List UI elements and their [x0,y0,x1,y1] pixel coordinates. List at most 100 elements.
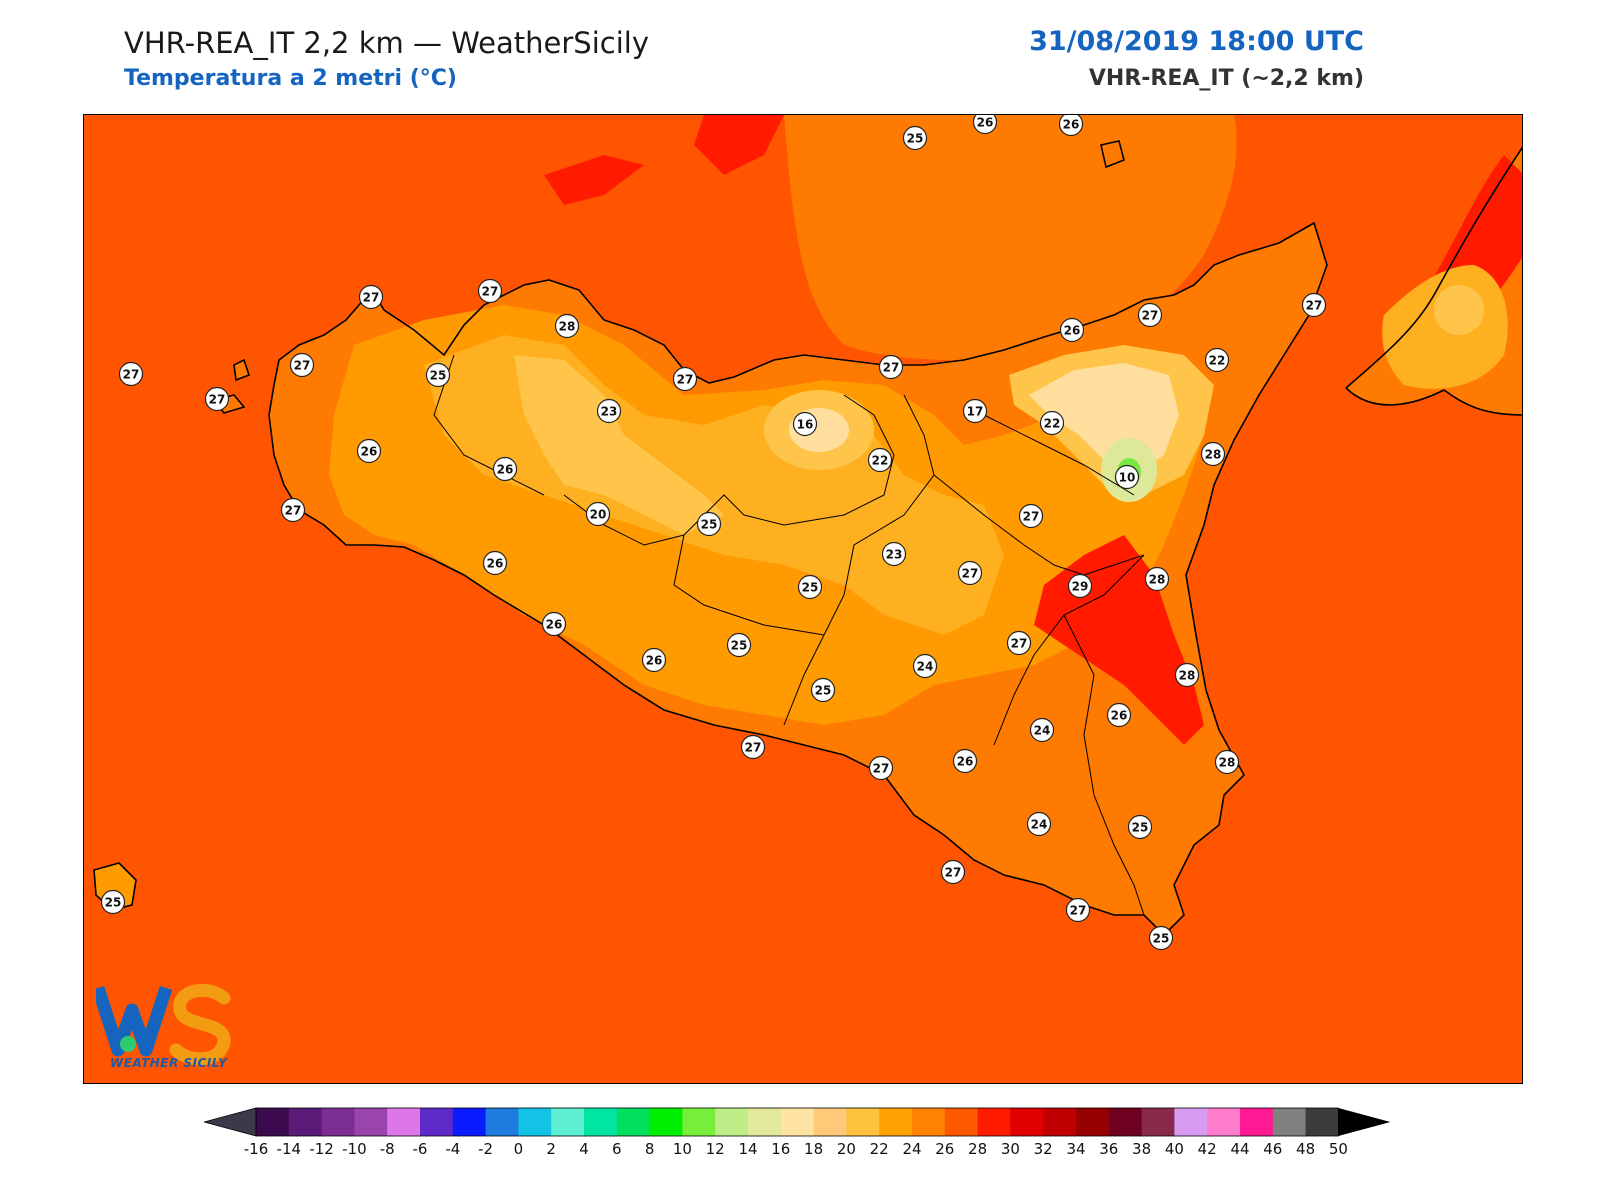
station-marker-stn-7[interactable]: 26 [356,438,382,464]
colorbar-scale [202,1107,1391,1137]
station-marker-stn-48[interactable]: 27 [940,859,966,885]
station-marker-stn-34[interactable]: 25 [726,632,752,658]
station-circle [1214,749,1240,775]
station-circle [289,352,315,378]
station-marker-stn-51[interactable]: 25 [100,889,126,915]
station-value: 29 [1072,580,1089,594]
station-marker-stn-44[interactable]: 28 [1214,749,1240,775]
station-marker-stn-19[interactable]: 17 [962,398,988,424]
station-circle [1067,573,1093,599]
station-marker-stn-31[interactable]: 29 [1067,573,1093,599]
station-value: 27 [482,285,499,299]
station-marker-stn-25[interactable]: 10 [1114,464,1140,490]
map-subtitle: Temperatura a 2 metri (°C) [124,66,457,91]
station-marker-stn-16[interactable]: 16 [792,411,818,437]
station-value: 28 [1149,573,1166,587]
station-marker-stn-13[interactable]: 20 [585,501,611,527]
station-marker-stn-18[interactable]: 22 [867,447,893,473]
station-marker-stn-45[interactable]: 27 [868,755,894,781]
colorbar-segment [748,1108,782,1136]
temperature-map[interactable]: 27 27 27 27 28 25 26 27 23 27 26 27 20 26 25 16 27 22 17 22… [83,114,1523,1084]
colorbar-segment [1272,1108,1307,1136]
station-marker-stn-40[interactable]: 28 [1174,662,1200,688]
station-marker-stn-33[interactable]: 26 [541,611,567,637]
station-circle [1026,811,1052,837]
pantelleria-coastline [93,862,137,911]
station-marker-stn-35[interactable]: 26 [641,647,667,673]
station-marker-stn-10[interactable]: 27 [477,278,503,304]
colorbar-tick-label: 40 [1164,1140,1184,1158]
station-marker-stn-6[interactable]: 25 [425,362,451,388]
station-marker-stn-3[interactable]: 27 [289,352,315,378]
colorbar-tick-label: 22 [869,1140,889,1158]
station-marker-stn-5[interactable]: 28 [554,313,580,339]
station-marker-stn-21[interactable]: 26 [1059,317,1085,343]
station-value: 22 [1209,354,1226,368]
station-circle [881,541,907,567]
station-marker-stn-32[interactable]: 28 [1144,566,1170,592]
station-marker-stn-12[interactable]: 27 [672,366,698,392]
station-circle [554,313,580,339]
station-circle [1137,302,1163,328]
station-marker-stn-50[interactable]: 25 [1148,925,1174,951]
colorbar-segment [485,1108,519,1136]
station-circle [1039,410,1065,436]
station-marker-stn-27[interactable]: 27 [1018,503,1044,529]
colorbar-segment [518,1108,552,1136]
station-value: 23 [601,405,618,419]
station-marker-stn-53[interactable]: 26 [972,115,998,135]
colorbar-tick-label: 38 [1132,1140,1152,1158]
station-marker-stn-20[interactable]: 22 [1039,410,1065,436]
logo-caption: WEATHER SICILY [110,1056,228,1070]
station-circle [726,632,752,658]
station-marker-stn-24[interactable]: 27 [1301,292,1327,318]
station-marker-stn-47[interactable]: 25 [1127,814,1153,840]
station-marker-stn-22[interactable]: 27 [1137,302,1163,328]
station-marker-stn-46[interactable]: 24 [1026,811,1052,837]
station-marker-stn-11[interactable]: 26 [492,456,518,482]
station-marker-stn-37[interactable]: 27 [740,734,766,760]
colorbar-segment [977,1108,1011,1136]
station-value: 27 [209,393,226,407]
station-marker-stn-38[interactable]: 24 [912,653,938,679]
station-marker-stn-29[interactable]: 25 [797,574,823,600]
colorbar-tick-label: 50 [1328,1140,1348,1158]
colorbar-segment [1043,1108,1077,1136]
station-marker-stn-14[interactable]: 26 [482,550,508,576]
station-value: 24 [917,660,934,674]
station-marker-stn-8[interactable]: 27 [280,497,306,523]
colorbar-tick-label: 48 [1296,1140,1316,1158]
station-marker-stn-49[interactable]: 27 [1065,897,1091,923]
station-circle [1058,115,1084,137]
station-marker-stn-15[interactable]: 25 [696,511,722,537]
station-marker-stn-54[interactable]: 26 [1058,115,1084,137]
station-marker-stn-41[interactable]: 26 [1106,702,1132,728]
station-marker-stn-17[interactable]: 27 [878,354,904,380]
forecast-datetime: 31/08/2019 18:00 UTC [1029,26,1364,57]
station-marker-stn-39[interactable]: 27 [1006,630,1032,656]
station-marker-stn-28[interactable]: 23 [881,541,907,567]
station-marker-stn-1[interactable]: 27 [118,361,144,387]
station-marker-stn-42[interactable]: 24 [1029,717,1055,743]
station-circle [100,889,126,915]
station-value: 26 [646,654,663,668]
station-marker-stn-9[interactable]: 23 [596,398,622,424]
station-value: 26 [487,557,504,571]
station-marker-stn-23[interactable]: 22 [1204,347,1230,373]
station-marker-stn-52[interactable]: 25 [902,125,928,151]
colorbar-tick-label: -16 [243,1140,269,1158]
station-marker-stn-30[interactable]: 27 [957,560,983,586]
colorbar-segment [616,1108,651,1136]
sicily-coastline [268,221,1328,937]
station-marker-stn-26[interactable]: 28 [1200,441,1226,467]
station-circle [1301,292,1327,318]
station-marker-stn-36[interactable]: 25 [810,677,836,703]
colorbar-segment [1240,1108,1274,1136]
station-circle [541,611,567,637]
station-marker-stn-2[interactable]: 27 [204,386,230,412]
station-value: 27 [745,741,762,755]
station-circle [792,411,818,437]
station-marker-stn-43[interactable]: 26 [952,748,978,774]
station-value: 27 [123,368,140,382]
station-marker-stn-4[interactable]: 27 [358,284,384,310]
